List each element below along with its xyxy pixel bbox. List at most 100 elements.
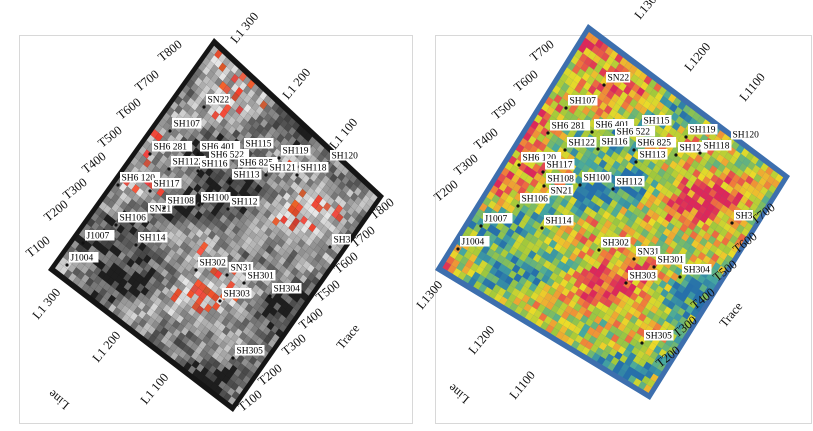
- well-marker: SH100: [197, 192, 231, 207]
- well-label: J1007: [485, 215, 508, 225]
- well-label-bg: [69, 252, 99, 263]
- well-label: SH100: [203, 194, 230, 204]
- well-label-bg: [606, 72, 631, 83]
- well-label-bg: [521, 152, 562, 163]
- well-label-bg: [152, 178, 182, 189]
- well-label: SH6 120: [523, 154, 557, 164]
- well-label: SH6 825: [638, 139, 672, 149]
- well-dot: [546, 131, 550, 135]
- well-label-bg: [201, 192, 231, 203]
- well-marker: SH122: [563, 137, 597, 152]
- well-marker: SH108: [162, 195, 196, 210]
- well-dot: [674, 153, 678, 157]
- well-label: SH303: [630, 272, 657, 282]
- line-tick-label: L1 100: [327, 116, 361, 152]
- right-panel: T700 T600 T500 T400 T300 T200 T700 T600 T500 T400…: [410, 0, 813, 431]
- well-marker: SH106: [516, 193, 550, 208]
- well-marker: SH118: [698, 140, 732, 155]
- well-label: SH107: [174, 120, 201, 130]
- left-panel-frame: [19, 35, 413, 424]
- well-label: SH106: [120, 214, 147, 224]
- well-label-bg: [148, 203, 173, 214]
- well-label-bg: [549, 185, 574, 196]
- well-label: SH6 120: [122, 174, 156, 184]
- well-label: SH113: [234, 171, 260, 181]
- well-label: J1004: [71, 254, 94, 264]
- well-label-bg: [172, 118, 202, 129]
- well-marker: SH305: [640, 330, 674, 345]
- well-marker: SH6 401: [590, 119, 635, 134]
- well-label-bg: [636, 137, 677, 148]
- trace-tick-label: T200: [41, 197, 70, 224]
- well-marker: SH100: [578, 172, 612, 187]
- well-label-bg: [330, 150, 360, 161]
- well-marker: SH6 120: [116, 172, 161, 187]
- well-label: SH119: [283, 147, 309, 157]
- well-dot: [81, 241, 85, 245]
- trace-tick-label: T300: [451, 151, 480, 178]
- well-label: SH118: [301, 164, 327, 174]
- well-label: SH118: [704, 142, 730, 152]
- well-label-bg: [520, 193, 550, 204]
- line-tick-label: L1 300: [228, 10, 262, 46]
- well-label: SH1122: [173, 158, 204, 168]
- well-dot: [328, 245, 332, 249]
- well-label-bg: [198, 257, 228, 268]
- well-dot: [684, 135, 688, 139]
- well-label: SH108: [548, 175, 575, 185]
- well-dot: [148, 189, 152, 193]
- well-marker: SH304: [678, 264, 712, 279]
- well-label-bg: [246, 270, 276, 281]
- well-marker: SH6 825: [632, 137, 677, 152]
- well-label-bg: [568, 95, 598, 106]
- well-label: SH305: [237, 347, 264, 357]
- well-label: SN22: [208, 96, 230, 106]
- well-label: SH6 401: [202, 143, 236, 153]
- well-dot: [578, 183, 582, 187]
- well-label: SN21: [551, 187, 573, 197]
- line-tick-label-bottom: L1100: [507, 368, 538, 402]
- well-marker: SH305: [231, 345, 265, 360]
- well-marker: SH119: [277, 145, 311, 160]
- well-label-bg: [636, 246, 661, 257]
- well-marker: J1004: [65, 252, 99, 267]
- well-label-bg: [545, 159, 575, 170]
- well-label-bg: [235, 345, 265, 356]
- well-label-bg: [678, 142, 708, 153]
- well-marker: SN22: [202, 94, 231, 109]
- well-marker: SH116: [596, 136, 630, 151]
- well-dot: [611, 187, 615, 191]
- well-dot: [652, 265, 656, 269]
- well-label: SN31: [638, 248, 660, 258]
- trace-tick-label: T800: [155, 37, 184, 64]
- well-label-bg: [244, 138, 274, 149]
- well-label: SH117: [154, 180, 180, 190]
- well-label-bg: [272, 283, 302, 294]
- well-label-bg: [230, 196, 260, 207]
- line-tick-label-bottom: L1 100: [138, 371, 172, 407]
- well-label: SH116: [602, 138, 628, 148]
- line-tick-label-bottom: L1200: [466, 323, 498, 357]
- well-label: SH6 281: [154, 143, 188, 153]
- well-dot: [134, 243, 138, 247]
- well-marker: SH1122: [167, 156, 206, 171]
- well-label: SH303: [224, 290, 251, 300]
- well-dot: [277, 156, 281, 160]
- well-label: SH107: [570, 97, 597, 107]
- well-marker: SH117: [148, 178, 182, 193]
- well-marker: SH117: [541, 159, 575, 174]
- trace-tick-label: T700: [527, 37, 556, 64]
- well-marker: J1007: [81, 230, 115, 245]
- well-label-bg: [268, 162, 298, 173]
- trace-tick-label: T400: [79, 149, 108, 176]
- well-dot: [698, 151, 702, 155]
- well-dot: [197, 203, 201, 207]
- well-dot: [640, 341, 644, 345]
- well-label: SH302: [603, 239, 630, 249]
- well-marker: SH107: [168, 118, 202, 133]
- well-label: SH304: [274, 285, 301, 295]
- well-label-bg: [594, 119, 635, 130]
- well-label-bg: [731, 129, 761, 140]
